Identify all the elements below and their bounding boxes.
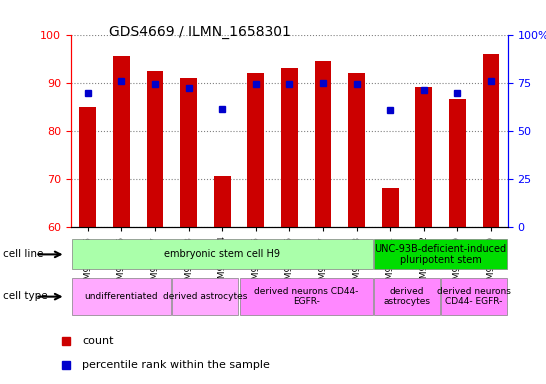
FancyBboxPatch shape <box>374 278 440 315</box>
Bar <box>348 73 365 227</box>
FancyBboxPatch shape <box>374 239 507 270</box>
Bar <box>382 188 399 227</box>
Bar <box>214 176 230 227</box>
FancyBboxPatch shape <box>173 278 238 315</box>
Bar <box>113 56 130 227</box>
FancyBboxPatch shape <box>240 278 373 315</box>
Bar <box>247 73 264 227</box>
Text: embryonic stem cell H9: embryonic stem cell H9 <box>164 249 280 260</box>
Bar <box>281 68 298 227</box>
Bar <box>146 71 163 227</box>
Bar <box>314 61 331 227</box>
FancyBboxPatch shape <box>441 278 507 315</box>
Text: derived astrocytes: derived astrocytes <box>163 292 247 301</box>
Bar <box>416 88 432 227</box>
Bar <box>449 99 466 227</box>
Text: derived neurons CD44-
EGFR-: derived neurons CD44- EGFR- <box>254 287 358 306</box>
Text: derived
astrocytes: derived astrocytes <box>383 287 430 306</box>
Bar <box>79 106 96 227</box>
Text: percentile rank within the sample: percentile rank within the sample <box>82 360 270 370</box>
FancyBboxPatch shape <box>72 239 373 270</box>
Text: cell type: cell type <box>3 291 48 301</box>
Text: undifferentiated: undifferentiated <box>85 292 158 301</box>
Text: count: count <box>82 336 114 346</box>
Bar <box>180 78 197 227</box>
Bar <box>483 54 500 227</box>
Text: cell line: cell line <box>3 249 43 259</box>
Text: derived neurons
CD44- EGFR-: derived neurons CD44- EGFR- <box>437 287 511 306</box>
Text: GDS4669 / ILMN_1658301: GDS4669 / ILMN_1658301 <box>109 25 291 39</box>
FancyBboxPatch shape <box>72 278 171 315</box>
Text: UNC-93B-deficient-induced
pluripotent stem: UNC-93B-deficient-induced pluripotent st… <box>375 243 507 265</box>
